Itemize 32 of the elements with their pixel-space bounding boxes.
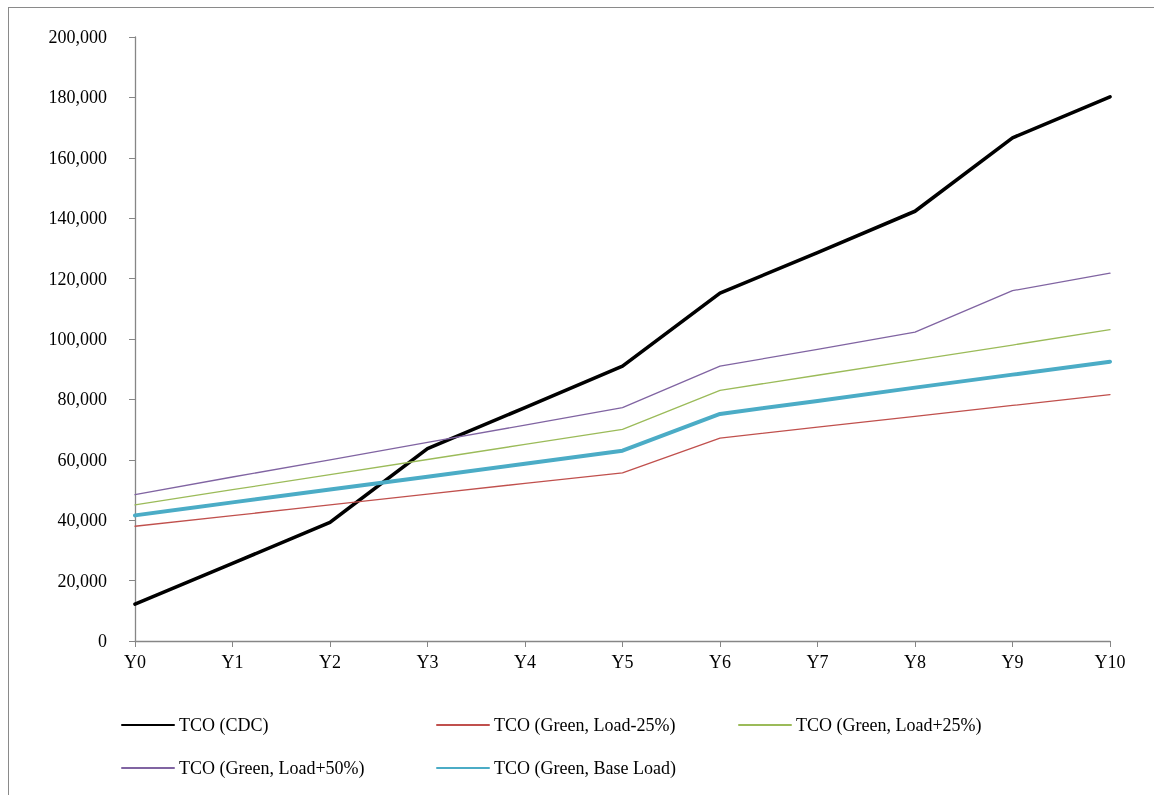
legend-label: TCO (Green, Base Load) bbox=[494, 758, 676, 779]
legend-label: TCO (CDC) bbox=[179, 715, 269, 736]
y-tick-label: 100,000 bbox=[48, 329, 107, 349]
y-tick-label: 80,000 bbox=[57, 389, 107, 410]
legend-label: TCO (Green, Load-25%) bbox=[494, 715, 676, 736]
line-series bbox=[134, 393, 1111, 527]
x-tick-label: Y7 bbox=[806, 652, 829, 672]
x-tick-label: Y3 bbox=[416, 652, 439, 672]
x-tick-label: Y4 bbox=[514, 652, 536, 672]
line-series bbox=[134, 328, 1111, 506]
x-tick-label: Y6 bbox=[709, 652, 731, 672]
y-tick-label: 20,000 bbox=[57, 570, 107, 591]
x-tick-label: Y8 bbox=[904, 652, 926, 672]
x-tick-label: Y10 bbox=[1094, 652, 1126, 672]
y-tick-label: 0 bbox=[98, 631, 107, 651]
y-tick-label: 180,000 bbox=[48, 87, 107, 108]
x-tick-label: Y2 bbox=[319, 652, 341, 672]
line-series bbox=[133, 359, 1112, 518]
legend-label: TCO (Green, Load+25%) bbox=[796, 715, 982, 736]
line-series bbox=[133, 95, 1112, 606]
y-tick-label: 120,000 bbox=[48, 268, 107, 289]
y-tick-label: 60,000 bbox=[57, 449, 107, 470]
x-tick-label: Y1 bbox=[221, 652, 244, 672]
line-series bbox=[134, 272, 1111, 496]
y-tick-label: 200,000 bbox=[48, 27, 107, 47]
x-tick-label: Y5 bbox=[611, 652, 634, 672]
x-tick-label: Y9 bbox=[1001, 652, 1024, 672]
x-tick-label: Y0 bbox=[124, 652, 146, 672]
y-tick-label: 160,000 bbox=[48, 147, 107, 168]
y-tick-label: 40,000 bbox=[57, 510, 107, 531]
legend-label: TCO (Green, Load+50%) bbox=[179, 758, 365, 779]
y-tick-label: 140,000 bbox=[48, 208, 107, 229]
